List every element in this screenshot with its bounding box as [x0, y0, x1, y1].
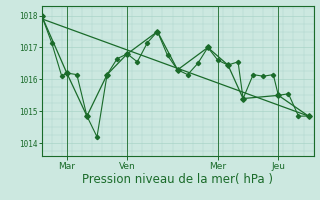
X-axis label: Pression niveau de la mer( hPa ): Pression niveau de la mer( hPa ) — [82, 173, 273, 186]
